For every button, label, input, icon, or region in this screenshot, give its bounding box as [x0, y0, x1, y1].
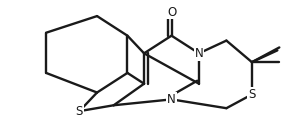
Text: N: N [167, 93, 176, 106]
Text: N: N [194, 47, 203, 60]
Text: S: S [248, 88, 255, 101]
Text: S: S [76, 105, 83, 118]
Text: O: O [167, 6, 176, 19]
